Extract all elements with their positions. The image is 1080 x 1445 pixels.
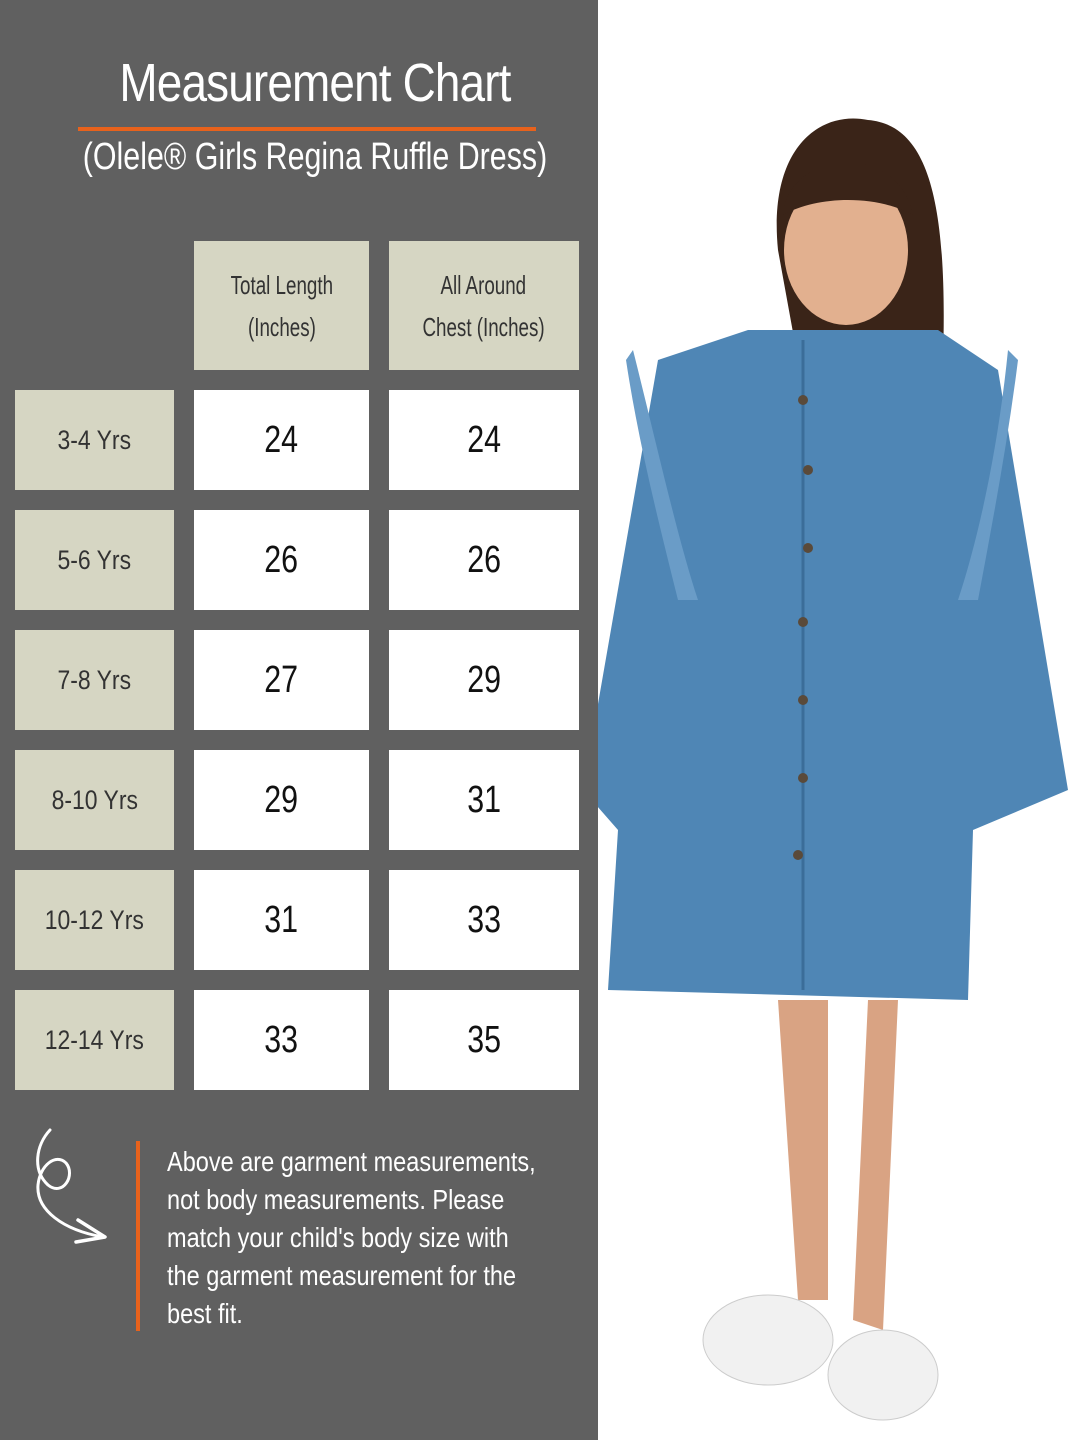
note-line: best fit. <box>167 1298 243 1329</box>
size-label-text: 7-8 Yrs <box>57 664 132 695</box>
total-length-value: 31 <box>194 870 369 970</box>
size-label: 8-10 Yrs <box>15 750 174 850</box>
note-line: Above are garment measurements, <box>167 1146 536 1177</box>
note-line: not body measurements. Please <box>167 1184 505 1215</box>
size-label-text: 8-10 Yrs <box>51 784 138 815</box>
total-length-value-text: 31 <box>264 898 299 941</box>
chest-value: 33 <box>389 870 579 970</box>
title-divider <box>78 127 536 131</box>
chest-value-text: 24 <box>467 418 501 461</box>
header-line: Chest (Inches) <box>422 311 546 342</box>
curly-arrow-icon <box>36 1128 107 1244</box>
total-length-value-text: 29 <box>264 778 299 821</box>
total-length-value: 33 <box>194 990 369 1090</box>
chest-value-text: 26 <box>467 538 501 581</box>
header-total-length: Total Length (Inches) <box>194 241 369 370</box>
model-illustration <box>583 118 1068 1421</box>
chest-value: 31 <box>389 750 579 850</box>
page-title: Measurement Chart <box>119 53 511 113</box>
size-label: 5-6 Yrs <box>15 510 174 610</box>
note-accent-bar <box>136 1141 140 1331</box>
header-line: All Around <box>441 269 527 300</box>
header-chest: All Around Chest (Inches) <box>389 241 579 370</box>
product-photo <box>583 0 1080 1440</box>
header-line: (Inches) <box>247 311 316 342</box>
chest-value: 26 <box>389 510 579 610</box>
note-line: match your child's body size with <box>167 1222 509 1253</box>
size-label-text: 3-4 Yrs <box>57 424 132 455</box>
measurement-panel: Measurement Chart (Olele® Girls Regina R… <box>0 0 598 1440</box>
total-length-value: 29 <box>194 750 369 850</box>
size-label-text: 12-14 Yrs <box>44 1024 145 1055</box>
total-length-value: 24 <box>194 390 369 490</box>
header-line: Total Length <box>230 269 333 300</box>
chest-value: 35 <box>389 990 579 1090</box>
chest-value-text: 35 <box>467 1018 501 1061</box>
fit-note: Above are garment measurements, not body… <box>167 1143 536 1333</box>
note-line: the garment measurement for the <box>167 1260 517 1291</box>
product-name: (Olele® Girls Regina Ruffle Dress) <box>82 136 548 178</box>
chest-value-text: 31 <box>467 778 501 821</box>
total-length-value-text: 27 <box>264 658 299 701</box>
size-label: 12-14 Yrs <box>15 990 174 1090</box>
size-label-text: 5-6 Yrs <box>57 544 132 575</box>
chest-value: 24 <box>389 390 579 490</box>
total-length-value-text: 33 <box>264 1018 299 1061</box>
total-length-value: 27 <box>194 630 369 730</box>
chest-value-text: 33 <box>467 898 501 941</box>
size-label: 10-12 Yrs <box>15 870 174 970</box>
size-label: 3-4 Yrs <box>15 390 174 490</box>
chest-value: 29 <box>389 630 579 730</box>
chest-value-text: 29 <box>467 658 501 701</box>
size-label-text: 10-12 Yrs <box>44 904 145 935</box>
total-length-value-text: 24 <box>264 418 299 461</box>
size-label: 7-8 Yrs <box>15 630 174 730</box>
total-length-value: 26 <box>194 510 369 610</box>
total-length-value-text: 26 <box>264 538 299 581</box>
